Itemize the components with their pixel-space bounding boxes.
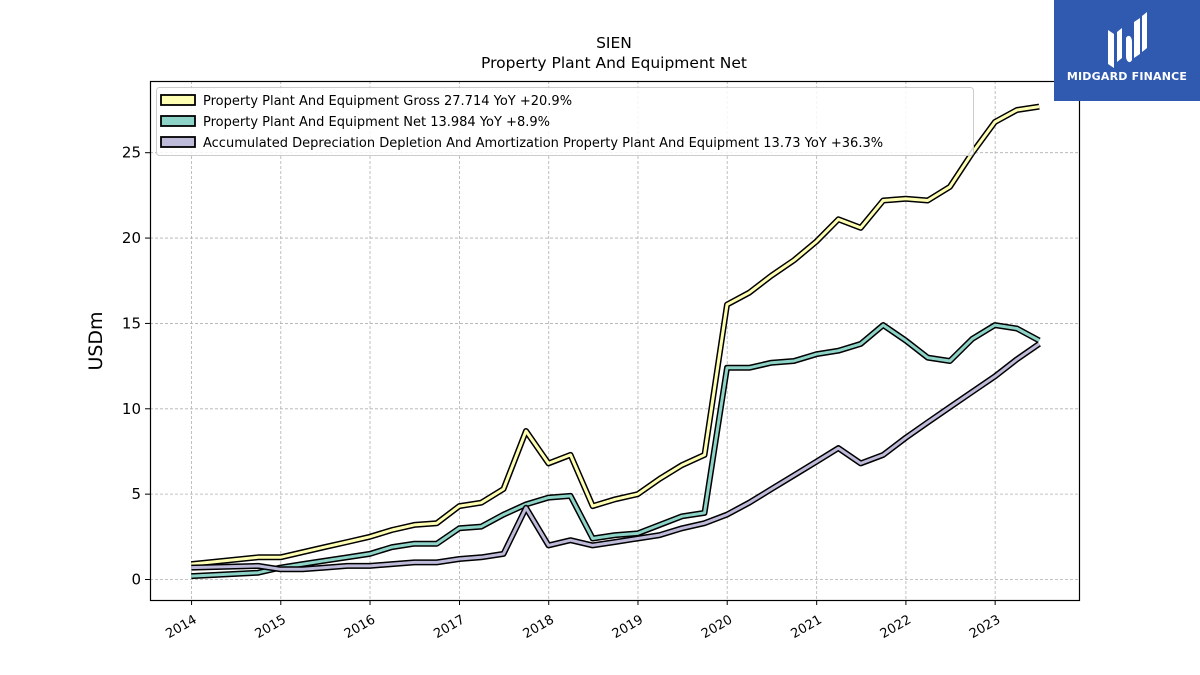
- plot-frame: [149, 80, 1081, 602]
- x-tick-label: 2017: [431, 612, 467, 642]
- series-line-0: [191, 105, 1040, 566]
- legend: Property Plant And Equipment Gross 27.71…: [156, 87, 974, 156]
- x-tick-label: 2023: [967, 612, 1003, 642]
- series-line-2: [191, 342, 1041, 571]
- series-line-1: [191, 323, 1040, 578]
- chart-title: SIEN: [596, 34, 632, 52]
- legend-label-2: Accumulated Depreciation Depletion And A…: [203, 136, 883, 151]
- y-axis-label: USDm: [85, 311, 107, 370]
- legend-label-0: Property Plant And Equipment Gross 27.71…: [203, 94, 572, 109]
- y-axis: 0 5 10 15 20 25: [122, 144, 150, 589]
- y-tick-label: 10: [122, 400, 141, 418]
- legend-swatch-2: [160, 136, 196, 148]
- x-tick-label: 2015: [253, 612, 289, 642]
- x-tick-label: 2021: [789, 612, 825, 642]
- y-tick-label: 25: [122, 144, 141, 162]
- legend-swatch-1: [160, 115, 196, 127]
- x-tick-label: 2020: [699, 612, 735, 642]
- x-tick-label: 2019: [610, 612, 646, 642]
- y-tick-label: 20: [122, 229, 141, 247]
- y-tick-label: 5: [131, 485, 141, 503]
- x-tick-label: 2014: [163, 612, 199, 642]
- brand-logo: MIDGARD FINANCE: [1054, 0, 1200, 101]
- grid-lines: [150, 81, 1079, 600]
- x-axis: 2014 2015 2016 2017 2018 2019 2020 2021 2022 2023: [163, 600, 1003, 642]
- x-tick-label: 2018: [521, 612, 557, 642]
- legend-label-1: Property Plant And Equipment Net 13.984 …: [203, 115, 550, 130]
- series-outline-0: [190, 103, 1040, 568]
- legend-box: [156, 87, 974, 156]
- y-tick-label: 15: [122, 314, 141, 332]
- x-tick-label: 2022: [878, 612, 914, 642]
- y-tick-label: 0: [131, 571, 141, 589]
- legend-swatch-0: [160, 94, 196, 106]
- x-tick-label: 2016: [342, 612, 378, 642]
- series-outline-1: [191, 322, 1041, 580]
- brand-name: MIDGARD FINANCE: [1066, 70, 1188, 83]
- chart-subtitle: Property Plant And Equipment Net: [481, 54, 747, 72]
- midgard-logo-icon: [1108, 12, 1147, 68]
- series-layer: [190, 103, 1041, 580]
